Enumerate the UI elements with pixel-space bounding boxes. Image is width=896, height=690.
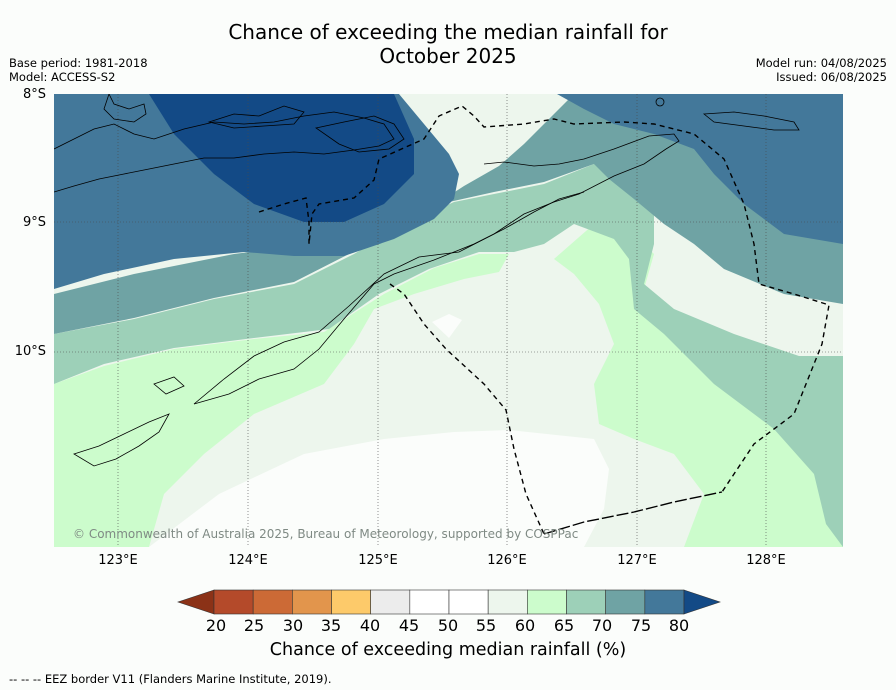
eez-boundary-south	[543, 491, 723, 535]
colorbar-tick-55: 55	[475, 616, 497, 635]
meta-left: Base period: 1981-2018 Model: ACCESS-S2	[9, 56, 148, 84]
colorbar-cell	[370, 589, 411, 615]
colorbar-tick-50: 50	[437, 616, 459, 635]
lat-label-9s: 9°S	[22, 215, 46, 230]
meta-right: Model run: 04/08/2025 Issued: 06/08/2025	[756, 56, 887, 84]
colorbar-cell	[683, 589, 721, 615]
colorbar-cell	[292, 589, 332, 615]
lon-label-127e: 127°E	[617, 553, 657, 568]
lon-label-128e: 128°E	[746, 553, 786, 568]
colorbar-tick-25: 25	[243, 616, 265, 635]
colorbar-cell	[177, 589, 215, 615]
band-50-55-small	[432, 314, 462, 338]
model-name: Model: ACCESS-S2	[9, 70, 116, 84]
issued-date: Issued: 06/08/2025	[776, 70, 887, 84]
base-period: Base period: 1981-2018	[9, 56, 148, 70]
lon-label-124e: 124°E	[228, 553, 268, 568]
sumba-outline	[315, 115, 405, 153]
title-line-2: October 2025	[379, 44, 517, 68]
colorbar-cell	[527, 589, 567, 615]
footer-eez-note: -- -- -- EEZ border V11 (Flanders Marine…	[9, 672, 332, 686]
colorbar-cell	[252, 589, 293, 615]
rote-island	[73, 413, 170, 467]
colorbar-tick-80: 80	[668, 616, 690, 635]
band-60-65-east	[554, 224, 843, 547]
colorbar-tick-65: 65	[553, 616, 575, 635]
colorbar-label: Chance of exceeding median rainfall (%)	[269, 640, 627, 660]
colorbar-tick-40: 40	[359, 616, 381, 635]
colorbar-cell	[487, 589, 528, 615]
colorbar-cell	[213, 589, 254, 615]
lat-label-10s: 10°S	[14, 344, 46, 359]
colorbar-cell	[644, 589, 685, 615]
colorbar	[177, 589, 721, 615]
model-run: Model run: 04/08/2025	[755, 56, 887, 70]
lon-label-125e: 125°E	[358, 553, 398, 568]
colorbar-tick-75: 75	[630, 616, 652, 635]
colorbar-cells	[177, 589, 721, 615]
band-50-55-south	[149, 430, 609, 547]
map-copyright: © Commonwealth of Australia 2025, Bureau…	[73, 527, 579, 541]
timor-west-tip	[153, 376, 185, 395]
flores-coast	[54, 111, 395, 193]
colorbar-tick-30: 30	[282, 616, 304, 635]
colorbar-cell	[331, 589, 371, 615]
band-75-80-east	[557, 94, 843, 244]
colorbar-cell	[409, 589, 450, 615]
colorbar-cell	[605, 589, 646, 615]
lon-label-123e: 123°E	[98, 553, 138, 568]
colorbar-tick-20: 20	[205, 616, 227, 635]
band-60-65-west	[54, 254, 509, 547]
timor-coast-north	[193, 133, 680, 405]
colorbar-tick-60: 60	[514, 616, 536, 635]
grid-lines	[54, 94, 843, 547]
alor-coast	[207, 105, 305, 129]
band-70-75	[54, 94, 843, 334]
lat-label-8s: 8°S	[22, 87, 46, 102]
east-islands	[702, 111, 800, 131]
colorbar-tick-45: 45	[398, 616, 420, 635]
map-title: Chance of exceeding the median rainfall …	[0, 20, 896, 68]
colorbar-tick-35: 35	[320, 616, 342, 635]
timor-coast-south	[193, 191, 585, 405]
lon-label-126e: 126°E	[487, 553, 527, 568]
forecast-map	[54, 94, 843, 547]
eez-border	[258, 105, 830, 535]
title-line-1: Chance of exceeding the median rainfall …	[228, 20, 668, 44]
colorbar-cell	[566, 589, 606, 615]
colorbar-tick-70: 70	[591, 616, 613, 635]
colorbar-cell	[448, 589, 489, 615]
band-65-70	[54, 154, 843, 547]
coastlines	[54, 94, 800, 467]
flores-detail	[103, 94, 147, 123]
band-over-80	[149, 94, 414, 222]
